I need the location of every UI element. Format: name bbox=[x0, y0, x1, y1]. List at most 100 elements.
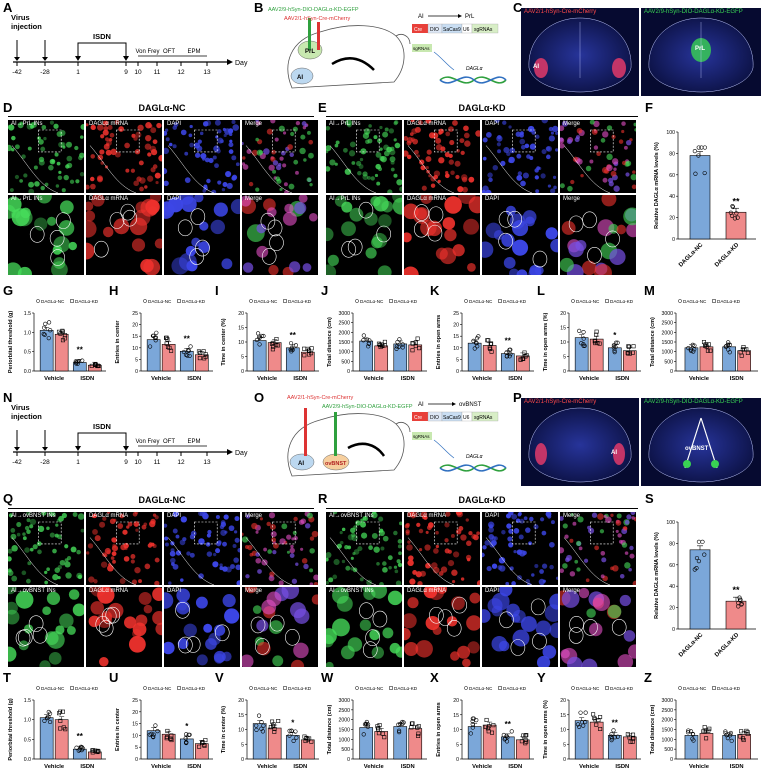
cell bbox=[145, 135, 152, 142]
cell bbox=[336, 595, 353, 612]
zoom-box bbox=[590, 129, 614, 153]
cell bbox=[56, 131, 63, 137]
data-point bbox=[595, 341, 600, 346]
ai-label: AI bbox=[298, 461, 304, 467]
syringe-red bbox=[317, 22, 320, 50]
micro-art bbox=[560, 512, 636, 585]
data-point bbox=[485, 338, 490, 343]
data-point bbox=[259, 333, 264, 339]
cell bbox=[267, 549, 272, 554]
micro-label: DAGLα mRNA bbox=[407, 121, 447, 127]
cell bbox=[503, 147, 510, 154]
brain-c-left-label: AAV2/1-hSyn-Cre-mCherry bbox=[524, 9, 597, 15]
cell bbox=[355, 520, 361, 526]
panel-label-d: D bbox=[3, 100, 13, 115]
data-point bbox=[735, 215, 740, 220]
data-point bbox=[696, 539, 702, 544]
cell bbox=[198, 573, 204, 579]
cell bbox=[269, 571, 275, 577]
micro-art bbox=[242, 512, 318, 585]
cell bbox=[57, 565, 62, 570]
panel-label-c: C bbox=[513, 0, 523, 15]
y-tick-label: 0 bbox=[456, 757, 459, 763]
cell bbox=[374, 173, 379, 178]
data-point bbox=[581, 723, 586, 728]
cell bbox=[418, 548, 423, 552]
cell bbox=[616, 513, 622, 519]
cell bbox=[569, 538, 574, 543]
ai-signal bbox=[534, 58, 548, 78]
timeline-day-label: Day bbox=[235, 450, 248, 457]
cell bbox=[359, 619, 372, 631]
cell-outline bbox=[56, 212, 71, 229]
cell-outline bbox=[255, 638, 270, 655]
cell bbox=[326, 149, 329, 154]
cell bbox=[29, 122, 35, 128]
zoom-box bbox=[272, 521, 296, 545]
micro-panel-red: DAGLα mRNA bbox=[404, 587, 480, 667]
cell bbox=[75, 179, 80, 184]
cell bbox=[134, 522, 139, 527]
cell bbox=[561, 120, 568, 127]
cell-outline bbox=[28, 615, 44, 632]
cell bbox=[426, 149, 432, 155]
timeline-a: -42 -28 1 9 10 11 12 13 Day Virus injection ISDN Von… bbox=[5, 10, 250, 90]
cell bbox=[223, 514, 229, 520]
cell-outline bbox=[285, 629, 300, 646]
cell bbox=[255, 137, 259, 142]
cell bbox=[448, 126, 454, 132]
legend-marker bbox=[249, 686, 253, 690]
cell bbox=[627, 644, 636, 659]
cell bbox=[438, 128, 444, 134]
data-point bbox=[63, 727, 68, 732]
data-point bbox=[151, 732, 156, 737]
cell bbox=[631, 516, 635, 520]
cell bbox=[487, 521, 495, 528]
data-point bbox=[413, 344, 418, 349]
cell bbox=[359, 577, 364, 582]
timeline-tick-label: -28 bbox=[40, 459, 50, 466]
data-point bbox=[256, 713, 262, 718]
cell bbox=[284, 203, 294, 214]
y-tick-label: 5 bbox=[135, 745, 138, 751]
data-point bbox=[155, 729, 160, 734]
bar bbox=[689, 549, 711, 630]
cell bbox=[524, 143, 530, 149]
cell bbox=[371, 532, 378, 539]
cell bbox=[154, 238, 162, 249]
data-point bbox=[597, 341, 602, 346]
cell bbox=[282, 211, 297, 226]
cell bbox=[231, 120, 236, 125]
timeline-tick-label: 10 bbox=[134, 69, 142, 76]
data-point bbox=[415, 336, 420, 341]
data-point bbox=[725, 735, 730, 741]
micro-art bbox=[560, 195, 636, 275]
cell bbox=[107, 564, 114, 572]
cell-outline bbox=[195, 239, 210, 257]
data-point bbox=[417, 346, 422, 351]
bar bbox=[515, 739, 530, 760]
data-point bbox=[727, 342, 732, 347]
legend-label: DAGLα-NC bbox=[469, 686, 493, 691]
cell bbox=[623, 630, 636, 642]
cell bbox=[535, 134, 540, 139]
data-point bbox=[275, 343, 280, 348]
cell bbox=[549, 622, 558, 638]
legend-label: DAGLα-KD bbox=[717, 686, 741, 691]
data-point bbox=[76, 748, 81, 753]
cell bbox=[29, 518, 37, 525]
y-tick-label: 15 bbox=[453, 334, 459, 340]
panel-label-v: V bbox=[215, 670, 224, 685]
cell-outline bbox=[29, 226, 45, 243]
cell bbox=[455, 174, 460, 180]
data-point bbox=[625, 350, 630, 355]
cell bbox=[230, 564, 235, 569]
cell bbox=[609, 248, 626, 265]
cell bbox=[227, 128, 234, 134]
cell bbox=[378, 214, 392, 228]
y-axis-label: Periorbital threshold (g) bbox=[8, 698, 14, 761]
timeline-svg: -42 -28 1 9 10 11 12 13DayVirusinjectionISDNVon… bbox=[11, 403, 248, 466]
ai-region bbox=[289, 453, 315, 471]
cell bbox=[242, 262, 254, 273]
cell bbox=[463, 132, 470, 139]
